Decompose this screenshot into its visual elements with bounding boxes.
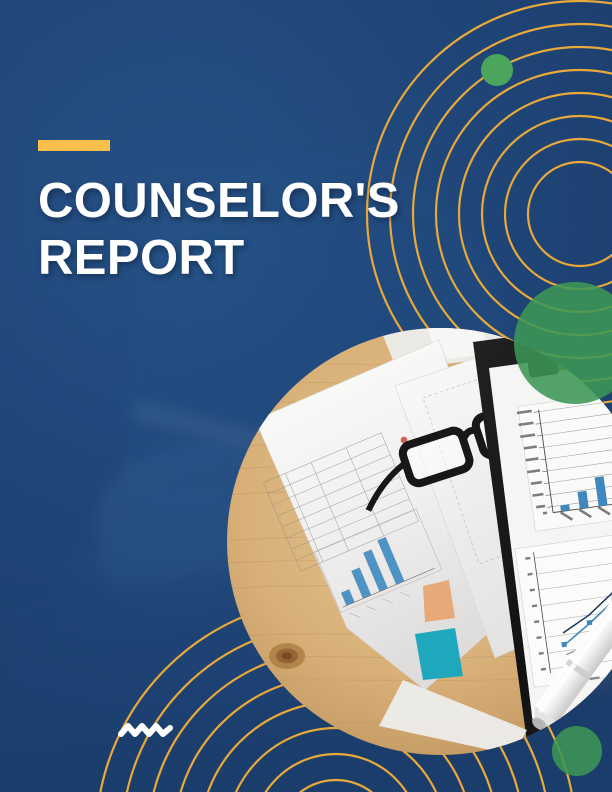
- white-pen: [531, 560, 612, 731]
- loose-page-bar-chart: [314, 508, 443, 618]
- page-title-line-1: COUNSELOR'S: [38, 174, 400, 228]
- exploded-pie-chart-secondary: [415, 580, 463, 680]
- white-wave-icon: [118, 723, 173, 737]
- paper-front-edge: [379, 680, 527, 755]
- green-dot-large-icon: [514, 282, 612, 404]
- clipboard: [473, 328, 612, 742]
- cover-title-block: COUNSELOR'S REPORT: [38, 140, 458, 287]
- clipboard-bar-chart: [516, 378, 612, 532]
- page-title-line-2: REPORT: [38, 230, 245, 285]
- page-title: COUNSELOR'S REPORT: [38, 173, 458, 287]
- green-dot-bottom-icon: [552, 726, 602, 776]
- wood-knot: [269, 643, 305, 669]
- green-dot-small-icon: [481, 54, 513, 86]
- yellow-rule-accent: [38, 140, 110, 151]
- bar-series: [560, 461, 612, 512]
- desk-with-charts-photo: [227, 328, 612, 755]
